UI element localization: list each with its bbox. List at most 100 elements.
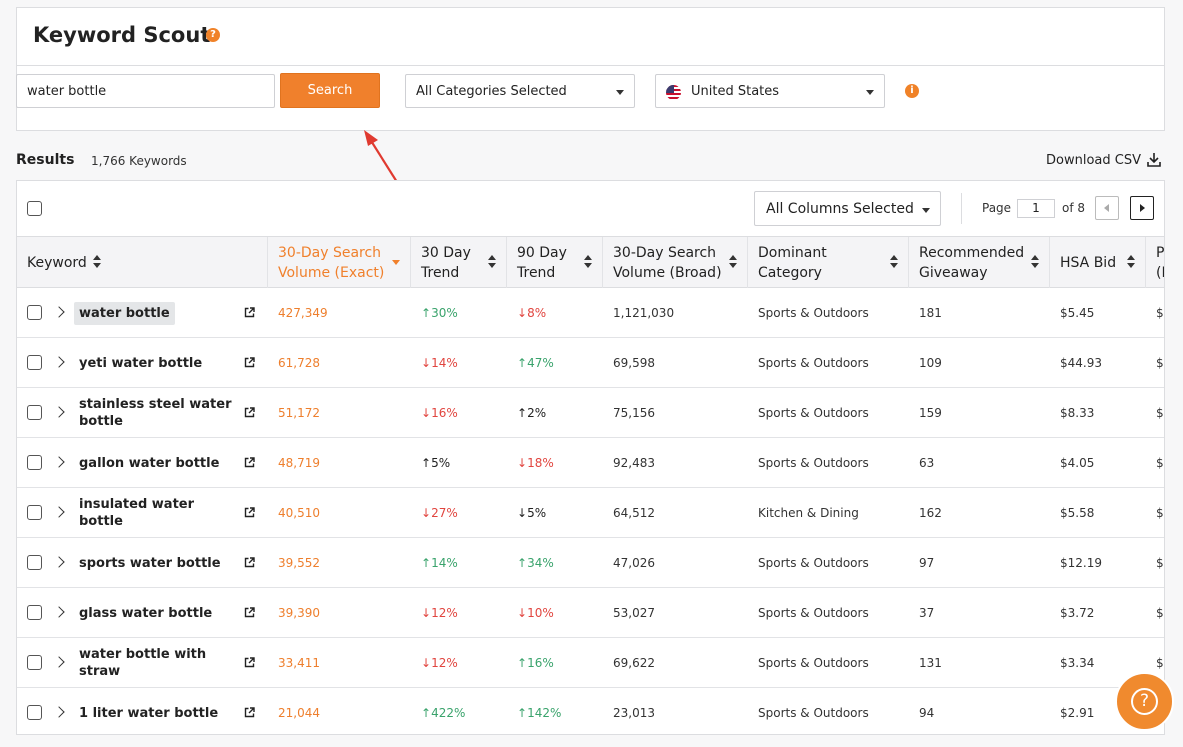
- keyword-cell[interactable]: sports water bottle: [79, 538, 239, 588]
- column-header-90day-trend[interactable]: 90 Day Trend: [507, 237, 603, 288]
- keyword-cell[interactable]: gallon water bottle: [79, 438, 239, 488]
- trend-arrow-icon: ↓: [517, 456, 528, 470]
- sort-icon[interactable]: [890, 255, 898, 269]
- info-icon[interactable]: i: [905, 84, 919, 98]
- row-checkbox[interactable]: [27, 405, 42, 420]
- table-row[interactable]: stainless steel water bottle 51,172 ↓16% ↑2…: [17, 388, 1164, 438]
- trend-30-value: 12%: [431, 656, 458, 670]
- row-checkbox[interactable]: [27, 605, 42, 620]
- help-icon[interactable]: ?: [206, 28, 220, 42]
- external-link-icon[interactable]: [244, 657, 255, 668]
- column-header-label: 30-Day Search Volume (Broad): [613, 245, 722, 281]
- external-link-icon[interactable]: [244, 607, 255, 618]
- country-dropdown[interactable]: United States: [655, 74, 885, 108]
- keyword-text: yeti water bottle: [79, 355, 203, 371]
- sort-icon[interactable]: [488, 255, 496, 269]
- columns-select-label: All Columns Selected: [766, 201, 914, 217]
- help-chat-button[interactable]: ?: [1115, 672, 1174, 731]
- column-header-recommended-giveaway[interactable]: Recommended Giveaway: [909, 237, 1050, 288]
- table-row[interactable]: sports water bottle 39,552 ↑14% ↑34% 47,026 S…: [17, 538, 1164, 588]
- chevron-right-icon[interactable]: [53, 456, 65, 468]
- row-checkbox[interactable]: [27, 555, 42, 570]
- columns-select[interactable]: All Columns Selected: [754, 191, 941, 226]
- chevron-right-icon[interactable]: [53, 706, 65, 718]
- trend-arrow-icon: ↑: [421, 456, 432, 470]
- external-link-icon[interactable]: [244, 457, 255, 468]
- download-icon[interactable]: [1146, 152, 1162, 168]
- row-checkbox[interactable]: [27, 705, 42, 720]
- exact-volume-cell: 427,349: [278, 306, 328, 320]
- sort-icon[interactable]: [93, 255, 101, 269]
- chevron-right-icon[interactable]: [53, 406, 65, 418]
- category-cell: Sports & Outdoors: [758, 556, 869, 570]
- external-link-icon[interactable]: [244, 307, 255, 318]
- chevron-right-icon[interactable]: [53, 356, 65, 368]
- keyword-cell[interactable]: water bottle with straw: [79, 638, 239, 688]
- select-all-checkbox[interactable]: [27, 201, 42, 216]
- chevron-right-icon[interactable]: [53, 306, 65, 318]
- exact-volume-cell: 61,728: [278, 356, 320, 370]
- table-row[interactable]: insulated water bottle 40,510 ↓27% ↓5% 64,51…: [17, 488, 1164, 538]
- table-toolbar: All Columns Selected Page 1 of 8: [17, 181, 1164, 237]
- row-checkbox[interactable]: [27, 455, 42, 470]
- sort-icon[interactable]: [1127, 255, 1135, 269]
- keyword-text: water bottle: [74, 301, 175, 325]
- trend-90-value: 142%: [527, 706, 562, 720]
- sort-icon[interactable]: [729, 255, 737, 269]
- external-link-icon[interactable]: [244, 407, 255, 418]
- table-row[interactable]: yeti water bottle 61,728 ↓14% ↑47% 69,598 Spo…: [17, 338, 1164, 388]
- category-cell: Sports & Outdoors: [758, 606, 869, 620]
- trend-30-value: 5%: [431, 456, 451, 470]
- keyword-cell[interactable]: glass water bottle: [79, 588, 239, 638]
- table-row[interactable]: water bottle with straw 33,411 ↓12% ↑16% 69,…: [17, 638, 1164, 688]
- table-row[interactable]: 1 liter water bottle 21,044 ↑422% ↑142% 23,0…: [17, 688, 1164, 734]
- chevron-right-icon[interactable]: [53, 556, 65, 568]
- category-dropdown[interactable]: All Categories Selected: [405, 74, 635, 108]
- column-header-dominant-category[interactable]: Dominant Category: [748, 237, 909, 288]
- table-row[interactable]: glass water bottle 39,390 ↓12% ↓10% 53,027 Sp…: [17, 588, 1164, 638]
- column-header-30day-trend[interactable]: 30 Day Trend: [411, 237, 507, 288]
- trend-30-value: 14%: [431, 556, 458, 570]
- keyword-cell[interactable]: yeti water bottle: [79, 338, 239, 388]
- external-link-icon[interactable]: [244, 557, 255, 568]
- table-row[interactable]: water bottle 427,349 ↑30% ↓8% 1,121,030 Sport…: [17, 288, 1164, 338]
- row-checkbox[interactable]: [27, 505, 42, 520]
- keyword-text: 1 liter water bottle: [79, 705, 219, 721]
- exact-volume-cell: 39,390: [278, 606, 320, 620]
- keyword-cell[interactable]: 1 liter water bottle: [79, 688, 239, 734]
- hsa-bid-cell: $5.45: [1060, 306, 1095, 320]
- next-page-button[interactable]: [1130, 196, 1154, 220]
- column-header-keyword[interactable]: Keyword: [17, 237, 268, 288]
- partial-cell: $1: [1156, 506, 1164, 520]
- column-header-broad-volume[interactable]: 30-Day Search Volume (Broad): [603, 237, 748, 288]
- giveaway-cell: 181: [919, 306, 942, 320]
- prev-page-button[interactable]: [1095, 196, 1119, 220]
- row-checkbox[interactable]: [27, 655, 42, 670]
- chevron-right-icon[interactable]: [53, 506, 65, 518]
- column-header-partial[interactable]: P (E: [1146, 237, 1164, 288]
- external-link-icon[interactable]: [244, 707, 255, 718]
- sort-icon[interactable]: [584, 255, 592, 269]
- search-input[interactable]: [16, 74, 275, 108]
- column-header-exact-volume[interactable]: 30-Day Search Volume (Exact): [268, 237, 411, 288]
- category-cell: Sports & Outdoors: [758, 456, 869, 470]
- keyword-cell[interactable]: insulated water bottle: [79, 488, 239, 538]
- table-row[interactable]: gallon water bottle 48,719 ↑5% ↓18% 92,483 Sp…: [17, 438, 1164, 488]
- row-checkbox[interactable]: [27, 305, 42, 320]
- page-title: Keyword Scout: [33, 23, 211, 47]
- column-header-hsa-bid[interactable]: HSA Bid: [1050, 237, 1146, 288]
- trend-arrow-icon: ↓: [517, 606, 528, 620]
- external-link-icon[interactable]: [244, 507, 255, 518]
- trend-arrow-icon: ↑: [517, 706, 528, 720]
- keyword-cell[interactable]: stainless steel water bottle: [79, 388, 239, 438]
- chevron-right-icon[interactable]: [53, 656, 65, 668]
- search-button[interactable]: Search: [280, 73, 380, 108]
- sort-desc-icon[interactable]: [392, 260, 400, 265]
- row-checkbox[interactable]: [27, 355, 42, 370]
- keyword-cell[interactable]: water bottle: [74, 288, 239, 338]
- page-input[interactable]: 1: [1017, 199, 1055, 218]
- external-link-icon[interactable]: [244, 357, 255, 368]
- download-csv-link[interactable]: Download CSV: [1046, 153, 1141, 168]
- sort-icon[interactable]: [1031, 255, 1039, 269]
- chevron-right-icon[interactable]: [53, 606, 65, 618]
